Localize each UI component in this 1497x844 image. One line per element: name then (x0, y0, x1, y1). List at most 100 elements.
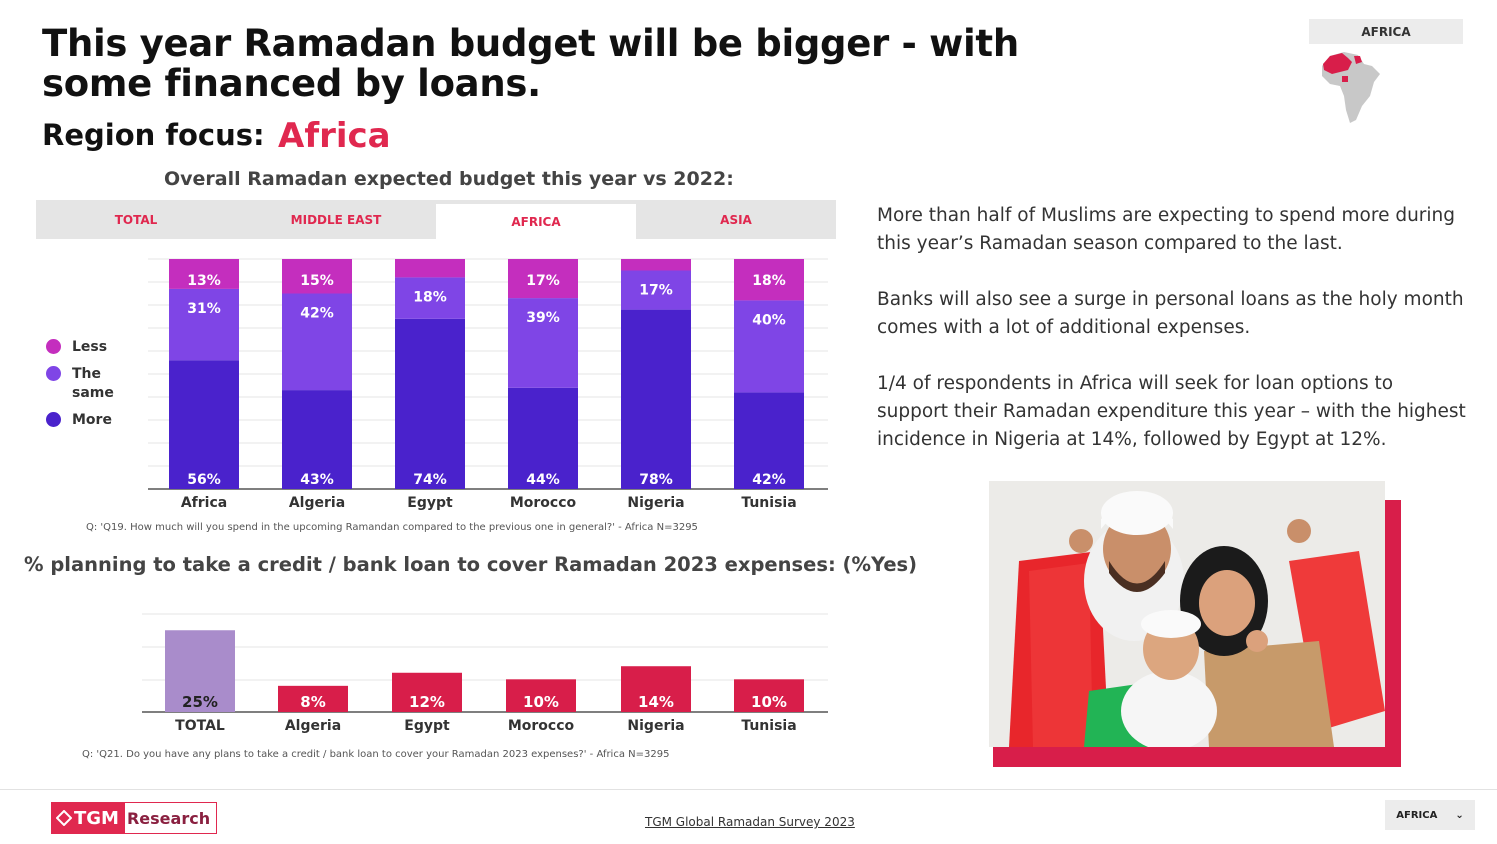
data-label-less-morocco: 17% (526, 273, 560, 289)
bar-more-algeria (282, 390, 352, 489)
chart1-stacked-bar-chart: 56% 31% 13% Africa 43% 42% 15% Algeria 74% 18% Egy… (148, 258, 828, 511)
legend-swatch-same (46, 366, 61, 381)
bar-tunisia (734, 679, 804, 712)
tab-total[interactable]: TOTAL (114, 212, 158, 227)
data-label-algeria: 8% (300, 693, 325, 711)
x-tick-label-total: TOTAL (175, 718, 225, 734)
bar-less-nigeria (621, 259, 691, 271)
x-tick-label-tunisia: Tunisia (741, 718, 796, 734)
description-paragraph-3: 1/4 of respondents in Africa will seek f… (877, 373, 1466, 450)
data-label-the-same-algeria: 42% (300, 306, 334, 322)
legend-item-more: More (46, 411, 120, 430)
legend-label-less: Less (72, 339, 108, 355)
tgm-research-logo: TGM Research (51, 802, 217, 834)
bar-less-algeria (282, 259, 352, 294)
bar-more-egypt (395, 318, 465, 489)
chart1-title: Overall Ramadan expected budget this yea… (164, 168, 734, 190)
data-label-less-africa: 13% (187, 273, 221, 289)
bar-nigeria (621, 666, 691, 712)
legend-swatch-more (46, 412, 61, 427)
bar-less-morocco (508, 259, 578, 299)
x-tick-label-algeria: Algeria (289, 495, 345, 511)
data-label-more-algeria: 43% (300, 472, 334, 488)
data-label-tunisia: 10% (751, 693, 787, 711)
bar-the-same-algeria (282, 293, 352, 391)
chart2-title: % planning to take a credit / bank loan … (24, 553, 918, 576)
bar-less-africa (169, 259, 239, 289)
legend-item-same: The same (46, 365, 120, 403)
bar-more-morocco (508, 387, 578, 489)
chart2-bar-chart: 25% TOTAL 8% Algeria 12% Egypt 10% Morocco 14% Ni… (142, 613, 828, 734)
tab-asia[interactable]: ASIA (720, 212, 752, 227)
x-tick-label-nigeria: Nigeria (627, 495, 684, 511)
description-paragraph-2: Banks will also see a surge in personal … (877, 289, 1464, 338)
data-label-less-tunisia: 18% (752, 273, 786, 289)
description-paragraph-1: More than half of Muslims are expecting … (877, 205, 1456, 254)
bar-algeria (278, 685, 348, 712)
data-label-nigeria: 14% (638, 693, 674, 711)
data-label-the-same-morocco: 39% (526, 310, 560, 326)
data-label-less-algeria: 15% (300, 273, 334, 289)
bar-the-same-egypt (395, 277, 465, 319)
logo-tgm-text: TGM (74, 807, 119, 829)
logo-tgm: TGM (52, 803, 125, 833)
chart1-legend: Less The same More (46, 338, 120, 438)
bar-more-nigeria (621, 309, 691, 489)
data-label-more-tunisia: 42% (752, 472, 786, 488)
x-tick-label-morocco: Morocco (510, 495, 577, 511)
africa-map-icon (1322, 52, 1380, 123)
x-tick-label-egypt: Egypt (404, 718, 450, 734)
logo-research-text: Research (126, 808, 211, 828)
region-select[interactable]: AFRICA ⌄ (1385, 800, 1475, 830)
description-text: More than half of Muslims are expecting … (877, 202, 1467, 482)
family-shopping-photo (989, 481, 1385, 747)
data-label-more-egypt: 74% (413, 472, 447, 488)
x-tick-label-morocco: Morocco (508, 718, 575, 734)
footer (0, 789, 1497, 844)
chart2-footnote: Q: 'Q21. Do you have any plans to take a… (82, 749, 670, 760)
data-label-more-nigeria: 78% (639, 472, 673, 488)
bar-more-africa (169, 360, 239, 489)
chart1-footnote: Q: 'Q19. How much will you spend in the … (86, 522, 698, 533)
bar-less-tunisia (734, 259, 804, 301)
tab-africa[interactable]: AFRICA (436, 204, 636, 239)
family-illustration (989, 481, 1385, 747)
bar-more-tunisia (734, 392, 804, 489)
bar-total (165, 630, 235, 712)
region-tabs: TOTAL MIDDLE EAST AFRICA ASIA (36, 200, 836, 239)
bar-less-egypt (395, 259, 465, 278)
region-focus-label: Region focus: (42, 118, 265, 152)
data-label-total: 25% (182, 693, 218, 711)
x-tick-label-algeria: Algeria (285, 718, 341, 734)
data-label-morocco: 10% (523, 693, 559, 711)
data-label-the-same-egypt: 18% (413, 289, 447, 305)
region-select-value: AFRICA (1396, 809, 1438, 821)
x-tick-label-nigeria: Nigeria (627, 718, 684, 734)
legend-label-more: More (72, 412, 112, 428)
legend-item-less: Less (46, 338, 120, 357)
region-focus-value: Africa (278, 116, 391, 156)
bar-egypt (392, 672, 462, 712)
data-label-the-same-africa: 31% (187, 301, 221, 317)
map-region-label: AFRICA (1309, 19, 1463, 44)
legend-label-same: The same (72, 366, 114, 401)
logo-diamond-icon (56, 810, 72, 826)
bar-the-same-africa (169, 288, 239, 361)
x-tick-label-tunisia: Tunisia (741, 495, 796, 511)
data-label-the-same-tunisia: 40% (752, 312, 786, 328)
data-label-more-morocco: 44% (526, 472, 560, 488)
bar-the-same-nigeria (621, 270, 691, 310)
x-tick-label-africa: Africa (181, 495, 227, 511)
data-label-more-africa: 56% (187, 472, 221, 488)
tab-middle-east[interactable]: MIDDLE EAST (290, 212, 382, 227)
bar-the-same-tunisia (734, 300, 804, 393)
data-label-the-same-nigeria: 17% (639, 283, 673, 299)
bar-morocco (506, 679, 576, 712)
survey-link[interactable]: TGM Global Ramadan Survey 2023 (645, 815, 855, 829)
x-tick-label-egypt: Egypt (407, 495, 453, 511)
chevron-down-icon: ⌄ (1455, 809, 1464, 821)
legend-swatch-less (46, 339, 61, 354)
page-title: This year Ramadan budget will be bigger … (42, 22, 1019, 105)
bar-the-same-morocco (508, 298, 578, 388)
data-label-egypt: 12% (409, 693, 445, 711)
